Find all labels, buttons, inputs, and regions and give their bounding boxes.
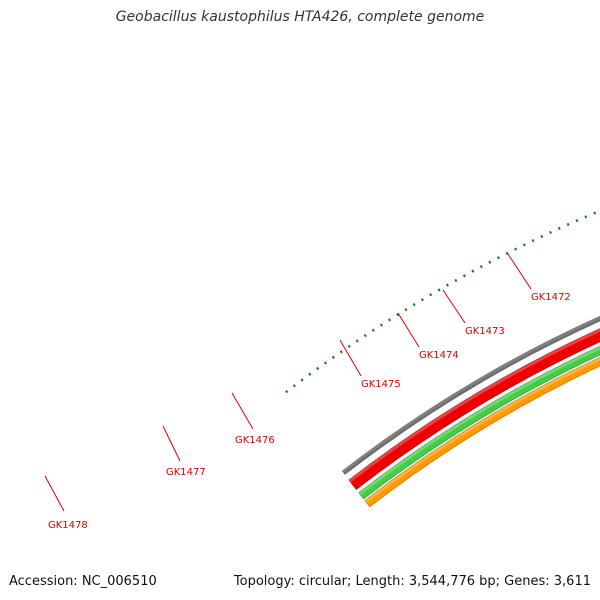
ruler-tick bbox=[316, 366, 320, 371]
gene-labels: GK1472 GK1473 GK1474 GK1475 GK1476 GK1477 GK14… bbox=[44, 253, 571, 531]
gene-label-gk1474: GK1474 bbox=[419, 350, 459, 361]
gene-leader-line bbox=[507, 253, 532, 290]
gene-leader-line bbox=[162, 425, 181, 462]
topology-text: Topology: circular; Length: 3,544,776 bp… bbox=[233, 574, 591, 589]
genome-backbone bbox=[341, 315, 600, 475]
rna-gene-highlight bbox=[364, 357, 600, 503]
gene-leader-line bbox=[442, 289, 466, 324]
ruler-tick bbox=[549, 230, 552, 235]
accession-text: Accession: NC_006510 bbox=[9, 574, 157, 589]
ruler-tick bbox=[522, 243, 526, 247]
ruler-tick bbox=[505, 251, 509, 255]
ruler-tick bbox=[412, 303, 416, 307]
ruler-tick bbox=[379, 323, 383, 327]
ruler-tick bbox=[404, 308, 408, 312]
gene-leader-line bbox=[339, 339, 362, 377]
gene-leader-line bbox=[44, 475, 65, 512]
ruler-tick bbox=[363, 333, 367, 338]
ruler-tick bbox=[371, 328, 375, 332]
reverse-cds bbox=[358, 345, 600, 500]
gene-label-gk1477: GK1477 bbox=[166, 467, 206, 478]
ruler-tick bbox=[292, 384, 296, 388]
ruler-tick bbox=[396, 313, 400, 317]
gene-leader-line bbox=[397, 312, 420, 348]
ruler-tick bbox=[355, 339, 359, 343]
ruler-tick bbox=[454, 278, 458, 283]
gene-label-gk1472: GK1472 bbox=[531, 292, 571, 303]
ruler-tick bbox=[331, 355, 335, 359]
genome-title: Geobacillus kaustophilus HTA426, complet… bbox=[115, 9, 485, 25]
ruler-tick bbox=[300, 378, 304, 382]
ruler-tick bbox=[347, 344, 351, 348]
ruler-tick bbox=[445, 283, 449, 287]
ruler-tick bbox=[437, 288, 441, 292]
ruler-tick bbox=[387, 318, 392, 322]
ruler-tick bbox=[531, 239, 535, 243]
gene-leader-line bbox=[231, 392, 254, 430]
kbp-ruler: 1511 kbp1512 kbp1513 kbp1514 kbp1515 kbp… bbox=[285, 211, 597, 394]
ruler-tick bbox=[496, 256, 500, 260]
ruler-tick bbox=[514, 247, 518, 251]
backbone-highlight bbox=[342, 316, 600, 474]
rna-gene bbox=[364, 356, 600, 508]
ruler-tick bbox=[557, 226, 561, 231]
gene-label-gk1475: GK1475 bbox=[361, 379, 401, 390]
feature-track bbox=[348, 328, 600, 508]
forward-cds bbox=[348, 328, 600, 490]
ruler-tick bbox=[339, 350, 343, 354]
ruler-tick bbox=[323, 361, 328, 365]
ruler-tick bbox=[420, 298, 424, 302]
ruler-tick bbox=[593, 211, 597, 215]
ruler-tick bbox=[566, 222, 570, 227]
gene-label-gk1473: GK1473 bbox=[465, 326, 505, 337]
ruler-tick bbox=[285, 389, 289, 394]
ruler-tick bbox=[584, 215, 588, 219]
ruler-tick bbox=[540, 234, 544, 239]
ruler-tick bbox=[429, 293, 433, 297]
gene-label-gk1476: GK1476 bbox=[235, 435, 275, 446]
ruler-tick bbox=[471, 269, 475, 273]
ruler-tick bbox=[488, 260, 492, 264]
ruler-tick bbox=[479, 265, 483, 269]
ruler-tick bbox=[575, 219, 579, 223]
ruler-tick bbox=[462, 274, 466, 278]
gene-label-gk1478: GK1478 bbox=[48, 520, 88, 531]
ruler-tick bbox=[308, 372, 312, 376]
